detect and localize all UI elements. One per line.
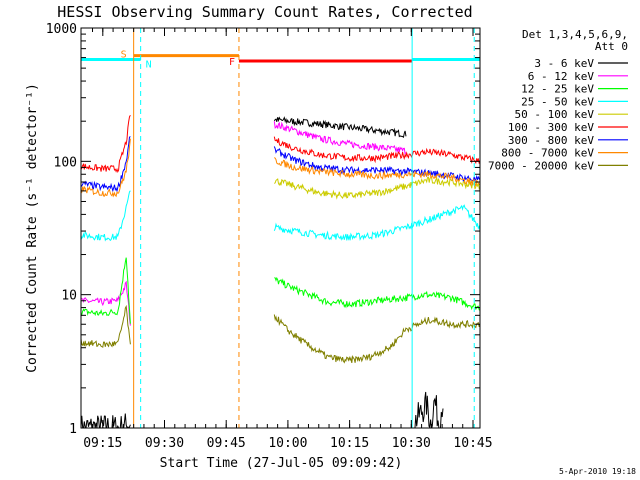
series-line bbox=[273, 314, 480, 364]
series-line bbox=[414, 391, 444, 428]
x-tick-label: 09:15 bbox=[83, 436, 122, 451]
series-line bbox=[274, 276, 480, 311]
series-line bbox=[81, 304, 131, 348]
marker-layer bbox=[133, 28, 475, 428]
y-tick-label: 1 bbox=[69, 422, 77, 437]
legend-label: 12 - 25 keV bbox=[521, 83, 594, 96]
series-line bbox=[81, 136, 131, 193]
flag-label-s: S bbox=[121, 50, 127, 61]
legend-label: 3 - 6 keV bbox=[534, 57, 594, 70]
series-line bbox=[273, 121, 407, 156]
y-tick-label: 1000 bbox=[46, 22, 77, 37]
flag-label-f: F bbox=[229, 57, 235, 68]
series-25-50kev bbox=[81, 190, 480, 242]
series-line bbox=[273, 204, 480, 242]
legend-title-line: Att 0 bbox=[595, 40, 628, 53]
x-tick-label: 10:30 bbox=[392, 436, 431, 451]
series-line bbox=[273, 136, 480, 165]
legend-label: 25 - 50 keV bbox=[521, 95, 594, 108]
y-tick-label: 100 bbox=[54, 155, 77, 170]
plot-frame bbox=[80, 27, 481, 429]
timestamp-footer: 5-Apr-2010 19:18 bbox=[559, 467, 636, 476]
series-line bbox=[274, 157, 480, 188]
x-tick-label: 09:45 bbox=[207, 436, 246, 451]
legend-label: 6 - 12 keV bbox=[528, 70, 595, 83]
series-line bbox=[273, 146, 480, 182]
x-tick-label: 10:15 bbox=[330, 436, 369, 451]
y-axis-label: Corrected Count Rate (s⁻¹ detector⁻¹) bbox=[25, 83, 40, 373]
series-6-12kev bbox=[81, 121, 407, 326]
legend-label: 800 - 7000 keV bbox=[501, 147, 594, 160]
series-layer bbox=[81, 115, 480, 428]
x-axis-label: Start Time (27-Jul-05 09:09:42) bbox=[160, 456, 403, 471]
series-line bbox=[81, 190, 131, 242]
series-50-100kev bbox=[273, 176, 480, 200]
flag-label-n: N bbox=[146, 60, 152, 71]
legend-label: 300 - 800 keV bbox=[508, 134, 594, 147]
axes-layer: 09:15 09:30 09:45 10:00 10:15 10:30 10:45 1 10 10… bbox=[46, 22, 493, 451]
series-line bbox=[273, 116, 407, 139]
legend-title-line: Det 1,3,4,5,6,9, bbox=[522, 28, 628, 41]
series-7000-20000kev bbox=[81, 304, 480, 364]
legend-label: 100 - 300 keV bbox=[508, 121, 594, 134]
series-300-800kev bbox=[81, 136, 480, 193]
x-tick-label: 09:30 bbox=[145, 436, 184, 451]
series-800-7000kev bbox=[81, 138, 480, 198]
series-line bbox=[81, 413, 131, 428]
x-tick-label: 10:00 bbox=[268, 436, 307, 451]
legend-label: 7000 - 20000 keV bbox=[488, 159, 594, 172]
flag-layer: SN F bbox=[81, 50, 480, 71]
series-line bbox=[81, 257, 131, 324]
chart-title: HESSI Observing Summary Count Rates, Cor… bbox=[57, 3, 472, 21]
series-line bbox=[273, 176, 480, 200]
y-tick-label: 10 bbox=[61, 289, 77, 304]
series-line bbox=[81, 280, 131, 326]
series-3-6kev bbox=[81, 116, 444, 428]
legend-label: 50 - 100 keV bbox=[515, 108, 595, 121]
series-line bbox=[81, 138, 131, 198]
series-line bbox=[81, 115, 131, 174]
series-12-25kev bbox=[81, 257, 480, 324]
x-tick-label: 10:45 bbox=[453, 436, 492, 451]
series-100-300kev bbox=[81, 115, 480, 174]
